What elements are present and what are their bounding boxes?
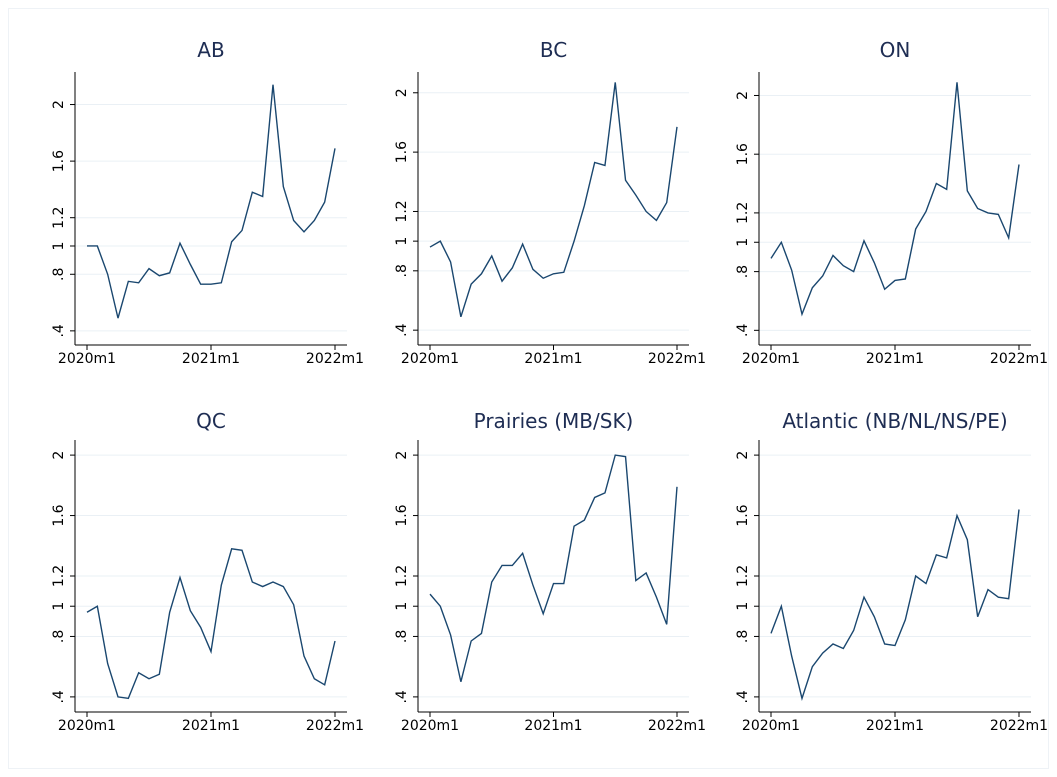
y-tick-label: 2 [735, 451, 751, 460]
x-tick-label: 2021m1 [182, 718, 240, 734]
x-tick-label: 2020m1 [742, 718, 800, 734]
y-tick-label: 1.2 [394, 200, 410, 222]
x-tick-label: 2022m1 [990, 351, 1048, 367]
data-line [429, 82, 678, 318]
data-line [770, 509, 1020, 701]
y-tick-label: 2 [51, 451, 67, 460]
y-tick-label: 2 [51, 100, 67, 109]
y-tick-label: 1.2 [735, 202, 751, 224]
x-tick-label: 2020m1 [401, 351, 459, 367]
y-tick-label: 1 [394, 237, 410, 246]
y-tick-label: .4 [51, 690, 67, 703]
y-tick-label: 1.6 [394, 504, 410, 526]
y-tick-label: 1 [735, 238, 751, 247]
x-tick-label: 2020m1 [58, 718, 116, 734]
y-tick-label: 1.6 [735, 143, 751, 165]
y-tick-label: .8 [735, 265, 751, 278]
x-tick-label: 2021m1 [866, 718, 924, 734]
x-tick-label: 2022m1 [648, 351, 706, 367]
y-tick-label: 1 [51, 602, 67, 611]
x-tick-label: 2021m1 [182, 351, 240, 367]
x-tick-label: 2022m1 [306, 351, 364, 367]
y-tick-label: .4 [735, 690, 751, 703]
y-tick-label: .4 [51, 324, 67, 337]
y-tick-label: 1.2 [394, 565, 410, 587]
panel-title: Atlantic (NB/NL/NS/PE) [782, 409, 1007, 433]
y-tick-label: 1 [51, 242, 67, 251]
y-tick-label: 1 [394, 602, 410, 611]
panel-title: ON [880, 38, 911, 62]
x-tick-label: 2022m1 [648, 718, 706, 734]
y-tick-label: 1.6 [735, 504, 751, 526]
y-tick-label: 1.2 [735, 565, 751, 587]
x-tick-label: 2020m1 [742, 351, 800, 367]
data-line [87, 84, 336, 319]
x-tick-label: 2022m1 [990, 718, 1048, 734]
data-line [86, 548, 336, 700]
y-tick-label: .8 [735, 630, 751, 643]
y-tick-label: 1.6 [51, 504, 67, 526]
panel-title: BC [540, 38, 567, 62]
y-tick-label: 2 [394, 88, 410, 97]
y-tick-label: 1 [735, 602, 751, 611]
y-tick-label: .4 [735, 324, 751, 337]
data-line [429, 454, 678, 682]
panel-title: Prairies (MB/SK) [474, 409, 634, 433]
y-tick-label: .8 [394, 264, 410, 277]
x-tick-label: 2020m1 [401, 718, 459, 734]
frame [8, 8, 1049, 769]
y-tick-label: 1.6 [51, 150, 67, 172]
y-tick-label: 1.2 [51, 565, 67, 587]
x-tick-label: 2020m1 [58, 351, 116, 367]
y-tick-label: .8 [51, 630, 67, 643]
x-tick-label: 2021m1 [524, 718, 582, 734]
y-tick-label: 1.6 [394, 141, 410, 163]
x-tick-label: 2021m1 [524, 351, 582, 367]
y-tick-label: 2 [394, 451, 410, 460]
x-tick-label: 2021m1 [866, 351, 924, 367]
panel-title: AB [197, 38, 224, 62]
y-tick-label: .4 [394, 690, 410, 703]
data-line [770, 82, 1020, 317]
y-tick-label: 2 [735, 91, 751, 100]
y-tick-label: .8 [51, 268, 67, 281]
y-tick-label: 1.2 [51, 207, 67, 229]
y-tick-label: .4 [394, 323, 410, 336]
x-tick-label: 2022m1 [306, 718, 364, 734]
y-tick-label: .8 [394, 630, 410, 643]
panel-title: QC [196, 409, 226, 433]
